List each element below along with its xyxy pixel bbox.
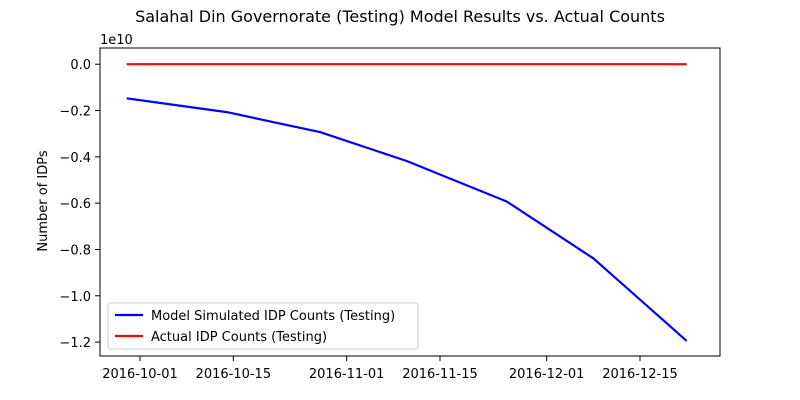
y-tick-label: −0.4	[59, 151, 91, 166]
y-tick-label: 0.0	[70, 58, 91, 73]
x-tick-label: 2016-12-01	[509, 367, 585, 382]
x-tick-label: 2016-11-15	[402, 367, 478, 382]
y-tick-label: −0.8	[59, 243, 91, 258]
chart-title: Salahal Din Governorate (Testing) Model …	[135, 7, 665, 26]
legend-label-1: Model Simulated IDP Counts (Testing)	[151, 309, 395, 324]
x-tick-label: 2016-10-01	[102, 367, 178, 382]
legend-box	[107, 302, 419, 350]
y-axis-offset-label: 1e10	[100, 33, 133, 48]
x-tick-label: 2016-11-01	[309, 367, 385, 382]
legend-label-2: Actual IDP Counts (Testing)	[151, 330, 327, 345]
y-tick-label: −1.0	[59, 290, 91, 305]
y-tick-label: −0.2	[59, 105, 91, 120]
x-tick-label: 2016-10-15	[196, 367, 272, 382]
plot-area: 2016-10-01 2016-10-15 2016-11-01 2016-11-15…	[59, 47, 721, 382]
series-line-1	[126, 97, 688, 342]
legend: Model Simulated IDP Counts (Testing) Actu…	[107, 302, 419, 350]
y-tick-label: −0.6	[59, 197, 91, 212]
y-axis-label: Number of IDPs	[36, 150, 51, 251]
y-tick-label: −1.2	[59, 336, 91, 351]
x-tick-label: 2016-12-15	[602, 367, 678, 382]
plot-frame	[99, 47, 721, 357]
